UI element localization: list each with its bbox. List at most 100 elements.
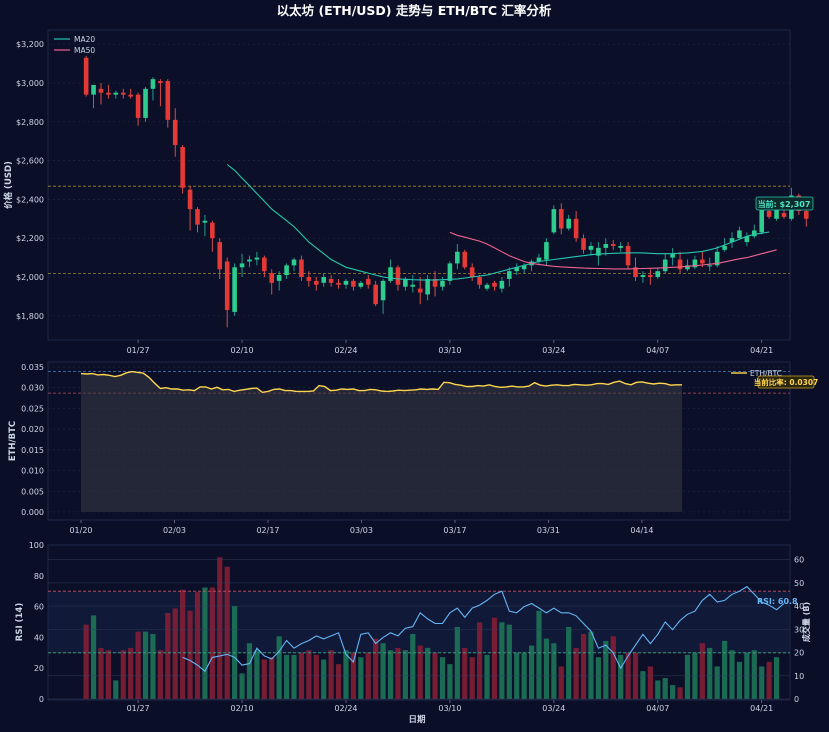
- candle-body: [588, 245, 594, 250]
- candle-body: [447, 263, 453, 281]
- candle-body: [737, 230, 742, 239]
- volume-bar: [142, 631, 149, 699]
- chart-title: 以太坊 (ETH/USD) 走势与 ETH/BTC 汇率分析: [277, 3, 552, 18]
- volume-bar: [128, 647, 134, 699]
- candle-body: [187, 189, 193, 210]
- candle-body: [299, 259, 304, 277]
- ethbtc-y-tick-label: 0.005: [21, 487, 44, 496]
- rsi-x-tick-label: 04/21: [750, 704, 773, 713]
- volume-bar: [150, 633, 156, 699]
- candle-body: [707, 265, 713, 267]
- volume-bar: [417, 645, 423, 699]
- candle-body: [365, 278, 371, 285]
- volume-bar: [172, 608, 178, 699]
- volume-bar: [707, 647, 713, 699]
- candle-body: [692, 259, 698, 268]
- candle-body: [655, 271, 661, 277]
- candle-body: [700, 259, 705, 264]
- candle-body: [766, 211, 772, 217]
- candle-body: [677, 259, 683, 270]
- candle-body: [395, 267, 401, 285]
- candle-body: [544, 242, 549, 260]
- volume-bar: [291, 654, 297, 699]
- candle-body: [403, 278, 408, 287]
- volume-bar: [83, 624, 89, 699]
- volume-y-axis-label: 成交量 (B): [801, 602, 811, 642]
- volume-bar: [603, 640, 609, 699]
- ethbtc-x-tick-label: 02/03: [163, 526, 186, 535]
- volume-bar: [647, 666, 653, 699]
- current-price-box: [755, 196, 814, 211]
- candle-body: [343, 280, 349, 285]
- volume-bar: [684, 654, 691, 699]
- ethbtc-y-tick-label: 0.025: [21, 404, 44, 413]
- volume-bar: [395, 647, 401, 699]
- candle-body: [269, 273, 275, 283]
- volume-y-tick-label: 30: [794, 625, 804, 634]
- candle-body: [610, 244, 616, 246]
- ethbtc-line: [80, 370, 682, 394]
- candle-body: [239, 263, 245, 268]
- volume-bar: [380, 643, 386, 699]
- price-x-tick-label: 02/24: [334, 346, 357, 355]
- volume-bar: [358, 657, 364, 699]
- candle-body: [774, 205, 779, 219]
- candle-body: [469, 267, 475, 277]
- volume-bar: [335, 664, 342, 699]
- volume-bar: [194, 592, 201, 699]
- candle-body: [135, 94, 141, 118]
- volume-bar: [610, 636, 616, 699]
- rsi-y-tick-label: 0: [39, 695, 44, 704]
- candle-body: [581, 238, 586, 250]
- current-rsi-annotation: RSI: 60.8: [757, 597, 798, 606]
- volume-bar: [98, 647, 104, 699]
- ethbtc-x-tick-label: 03/17: [443, 526, 466, 535]
- candle-body: [551, 209, 557, 233]
- volume-bar: [269, 657, 275, 699]
- price-y-tick-label: $3,000: [16, 79, 44, 88]
- candle-body: [180, 147, 185, 188]
- price-y-tick-label: $2,400: [16, 195, 44, 204]
- volume-bar: [343, 650, 349, 699]
- price-y-tick-label: $2,000: [16, 273, 44, 282]
- candle-body: [417, 288, 423, 293]
- rsi-y-tick-label: 20: [34, 664, 44, 673]
- ethbtc-x-tick-label: 02/17: [256, 526, 279, 535]
- candle-body: [195, 209, 200, 225]
- candle-body: [670, 253, 675, 258]
- candle-body: [328, 278, 334, 283]
- ethbtc-y-tick-label: 0.020: [21, 425, 44, 434]
- candle-body: [477, 277, 482, 285]
- volume-bar: [759, 666, 765, 699]
- volume-bar: [580, 633, 587, 699]
- price-x-tick-label: 04/07: [646, 346, 669, 355]
- rsi-y-tick-label: 80: [34, 572, 44, 581]
- price-x-tick-label: 03/24: [542, 346, 565, 355]
- volume-bar: [773, 657, 780, 699]
- candle-body: [484, 284, 490, 289]
- current-ratio-annotation: 当前比率: 0.0307: [754, 377, 819, 387]
- volume-bar: [447, 664, 453, 699]
- legend-ma20-label: MA20: [74, 35, 95, 44]
- volume-bar: [135, 631, 141, 699]
- price-y-axis-label: 价格 (USD): [3, 161, 14, 209]
- candle-body: [306, 277, 312, 281]
- candle-body: [351, 280, 356, 287]
- volume-bar: [536, 610, 542, 699]
- volume-bar: [595, 657, 601, 699]
- volume-bar: [328, 650, 334, 699]
- candle-body: [596, 247, 601, 256]
- volume-bar: [202, 587, 208, 699]
- candle-body: [336, 282, 341, 285]
- volume-bar: [729, 650, 735, 699]
- candle-body: [284, 265, 289, 276]
- candle-body: [113, 92, 119, 95]
- volume-bar: [670, 685, 676, 699]
- volume-bar: [506, 624, 512, 699]
- volume-bar: [477, 622, 483, 699]
- price-plot-area: [47, 29, 791, 341]
- candle-body: [143, 88, 148, 118]
- candle-body: [781, 212, 787, 217]
- candle-body: [729, 238, 735, 243]
